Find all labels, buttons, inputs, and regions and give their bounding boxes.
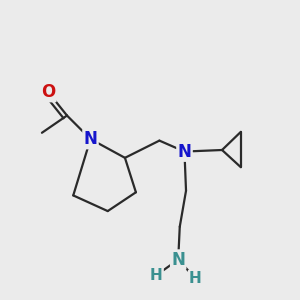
Text: N: N bbox=[171, 250, 185, 268]
Text: O: O bbox=[41, 83, 55, 101]
Text: H: H bbox=[189, 271, 202, 286]
Text: N: N bbox=[178, 142, 191, 160]
Text: N: N bbox=[83, 130, 98, 148]
Text: H: H bbox=[150, 268, 163, 283]
